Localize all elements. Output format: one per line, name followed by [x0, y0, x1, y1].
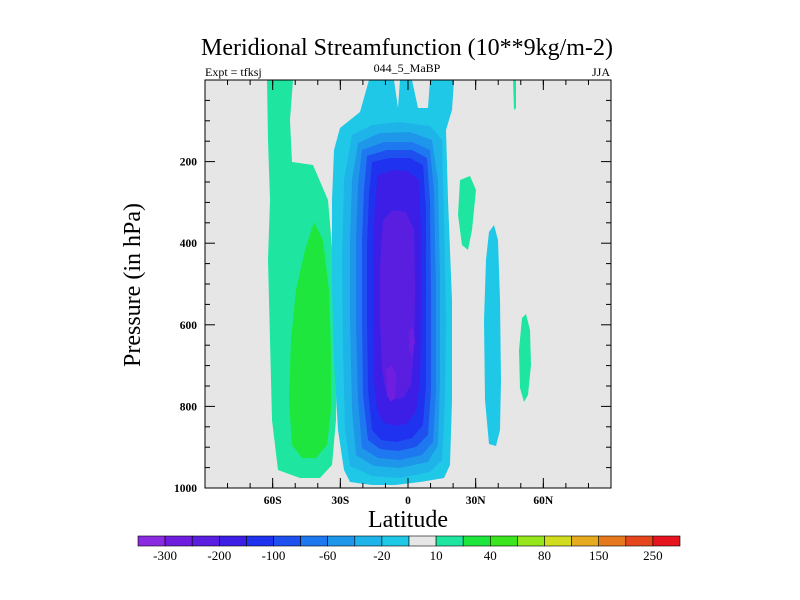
x-axis-ticks: 60S 30S 0 30N 60N	[227, 80, 589, 507]
x-tick-label: 30N	[466, 495, 487, 507]
contour-fills	[267, 80, 531, 485]
colorbar-swatch	[300, 535, 329, 547]
colorbar-label: 40	[484, 548, 497, 563]
x-axis-label: Latitude	[368, 507, 448, 533]
x-tick-label: 30S	[331, 495, 349, 507]
colorbar-swatch	[273, 535, 301, 547]
contour-nh-pos-10-top	[513, 80, 516, 110]
colorbar-swatch	[571, 535, 599, 547]
colorbar-swatch	[219, 535, 247, 547]
contour-neg-250-core-2	[409, 328, 415, 356]
x-tick-label: 60S	[264, 495, 282, 507]
colorbar-label: 150	[589, 548, 609, 563]
contour-nh-pos-10-hl	[519, 314, 531, 402]
colorbar-swatch	[137, 535, 166, 547]
y-tick-label: 800	[180, 401, 198, 413]
x-tick-label: 0	[405, 495, 411, 507]
colorbar-swatch	[435, 535, 464, 547]
colorbar-swatch	[164, 535, 193, 547]
colorbar-swatch	[598, 535, 627, 547]
colorbar-swatch	[652, 535, 681, 547]
colorbar-swatch	[246, 535, 274, 547]
x-tick-label: 60N	[533, 495, 554, 507]
colorbar-label: 250	[643, 548, 663, 563]
colorbar-label: 10	[430, 548, 443, 563]
chart-title: Meridional Streamfunction (10**9kg/m-2)	[201, 35, 613, 61]
colorbar-swatch	[381, 535, 410, 547]
contour-nh-neg-20	[484, 225, 501, 446]
colorbar-swatch	[408, 535, 437, 547]
colorbar-swatch	[191, 535, 220, 547]
colorbar-label: -20	[373, 548, 390, 563]
left-string: Expt = tfksj	[205, 65, 262, 79]
colorbar-swatch	[625, 535, 654, 547]
colorbar-swatch	[327, 535, 356, 547]
contour-nh-pos-10	[458, 176, 476, 250]
y-tick-label: 1000	[174, 483, 197, 495]
contour-sh-inner-pos-20	[289, 222, 331, 458]
y-axis-label: Pressure (in hPa)	[120, 203, 146, 367]
colorbar-label: -200	[207, 548, 231, 563]
colorbar-label: -300	[153, 548, 177, 563]
colorbar-label: -60	[319, 548, 336, 563]
y-tick-label: 400	[180, 238, 198, 250]
right-string: JJA	[592, 65, 610, 79]
y-axis-ticks: 200 400 600 800 1000	[174, 99, 611, 495]
colorbar-swatch	[544, 535, 572, 547]
colorbar-label: 80	[538, 548, 551, 563]
colorbar-swatch	[517, 535, 545, 547]
colorbar-label: -100	[262, 548, 286, 563]
colorbar-labels: -300 -200 -100 -60 -20 10 40 80 150 250	[153, 548, 662, 563]
colorbar-swatch	[354, 535, 383, 547]
colorbar-swatch	[489, 535, 518, 547]
colorbar	[137, 535, 681, 547]
y-tick-label: 600	[180, 320, 198, 332]
contour-neg-250-core	[386, 365, 396, 402]
y-tick-label: 200	[180, 157, 198, 169]
contour-neg-200	[380, 210, 415, 399]
center-string: 044_5_MaBP	[374, 61, 441, 75]
colorbar-swatch	[462, 535, 491, 547]
